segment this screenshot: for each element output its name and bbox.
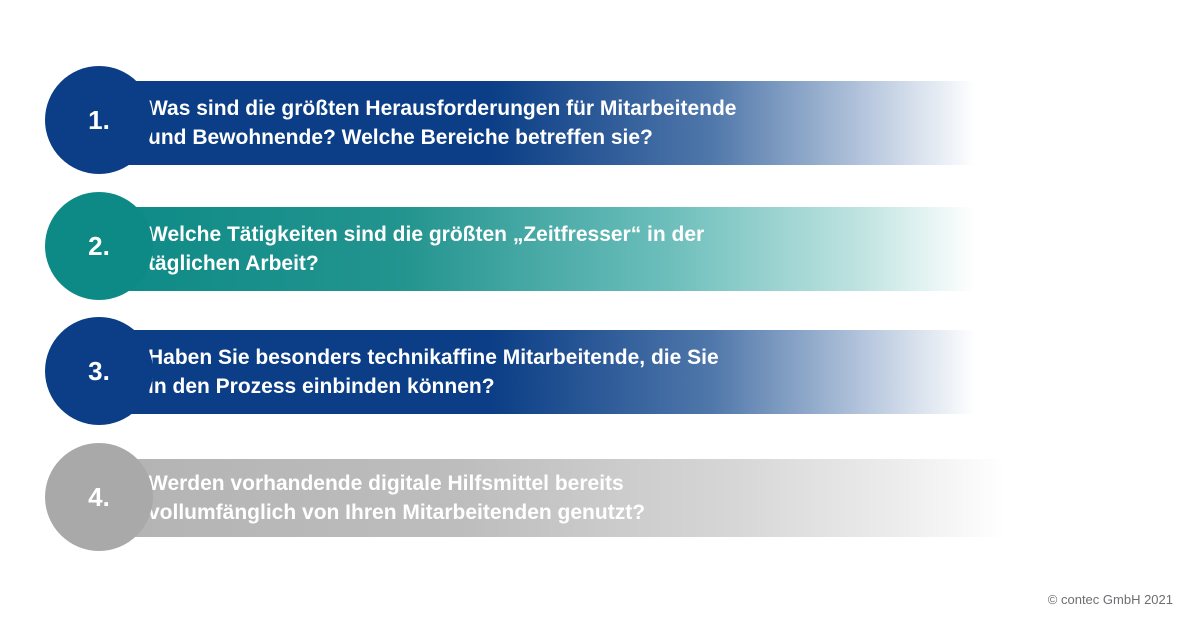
question-text-3: Haben Sie besonders technikaffine Mitarb… — [148, 346, 719, 398]
question-bar-1: Was sind die größten Herausforderungen f… — [95, 81, 975, 165]
question-bar-2: Welche Tätigkeiten sind die größten „Zei… — [95, 207, 975, 291]
number-badge-1: 1. — [45, 66, 153, 174]
question-bar-3: Haben Sie besonders technikaffine Mitarb… — [95, 330, 975, 414]
number-badge-2: 2. — [45, 192, 153, 300]
question-text-4: Werden vorhandende digitale Hilfsmittel … — [148, 472, 646, 524]
number-label-3: 3. — [88, 355, 110, 386]
number-badge-3: 3. — [45, 317, 153, 425]
number-label-4: 4. — [88, 481, 110, 512]
number-badge-4: 4. — [45, 443, 153, 551]
question-text-2: Welche Tätigkeiten sind die größten „Zei… — [148, 223, 705, 275]
question-text-1: Was sind die größten Herausforderungen f… — [148, 97, 737, 149]
number-label-2: 2. — [88, 230, 110, 261]
question-bar-4: Werden vorhandende digitale Hilfsmittel … — [95, 459, 1005, 537]
number-label-1: 1. — [88, 104, 110, 135]
copyright-note: © contec GmbH 2021 — [1047, 592, 1173, 607]
